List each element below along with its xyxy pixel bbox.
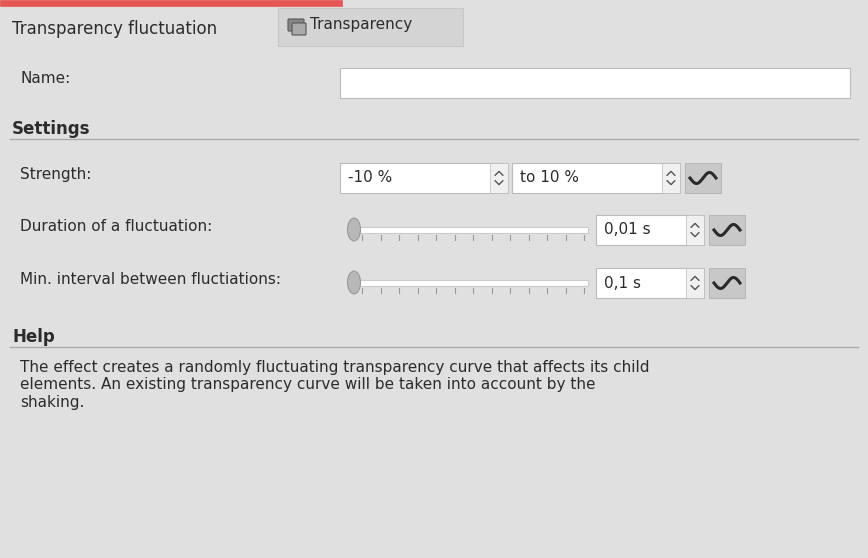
FancyBboxPatch shape: [340, 68, 850, 98]
FancyBboxPatch shape: [596, 215, 704, 245]
FancyBboxPatch shape: [354, 227, 588, 233]
Text: 0,01 s: 0,01 s: [604, 223, 651, 238]
FancyBboxPatch shape: [0, 0, 342, 6]
Text: Transparency fluctuation: Transparency fluctuation: [12, 20, 217, 38]
FancyBboxPatch shape: [686, 215, 704, 245]
Text: Strength:: Strength:: [20, 167, 91, 182]
Text: 0,1 s: 0,1 s: [604, 276, 641, 291]
FancyBboxPatch shape: [288, 19, 304, 31]
Text: Transparency: Transparency: [310, 17, 412, 32]
FancyBboxPatch shape: [662, 163, 680, 193]
Text: -10 %: -10 %: [348, 171, 392, 185]
Text: Settings: Settings: [12, 120, 90, 138]
FancyBboxPatch shape: [292, 23, 306, 35]
Text: The effect creates a randomly fluctuating transparency curve that affects its ch: The effect creates a randomly fluctuatin…: [20, 360, 649, 410]
Text: to 10 %: to 10 %: [520, 171, 579, 185]
Text: Duration of a fluctuation:: Duration of a fluctuation:: [20, 219, 213, 234]
Ellipse shape: [347, 218, 360, 241]
FancyBboxPatch shape: [512, 163, 680, 193]
FancyBboxPatch shape: [685, 163, 721, 193]
FancyBboxPatch shape: [686, 268, 704, 298]
FancyBboxPatch shape: [709, 268, 745, 298]
Text: Name:: Name:: [20, 71, 70, 86]
Text: Min. interval between fluctiations:: Min. interval between fluctiations:: [20, 272, 281, 287]
FancyBboxPatch shape: [490, 163, 508, 193]
Text: Help: Help: [12, 328, 55, 346]
FancyBboxPatch shape: [709, 215, 745, 245]
FancyBboxPatch shape: [354, 280, 588, 286]
FancyBboxPatch shape: [596, 268, 704, 298]
FancyBboxPatch shape: [340, 163, 508, 193]
Ellipse shape: [347, 271, 360, 294]
FancyBboxPatch shape: [278, 8, 463, 46]
